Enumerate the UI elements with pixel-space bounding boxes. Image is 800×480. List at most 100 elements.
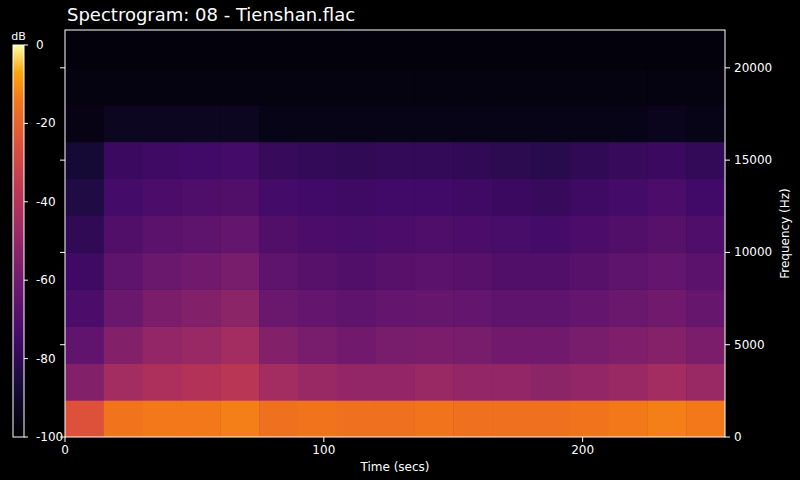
cell bbox=[609, 142, 648, 179]
cell bbox=[104, 105, 143, 142]
cell bbox=[181, 68, 220, 105]
cell bbox=[143, 216, 182, 253]
y-tick bbox=[60, 67, 65, 68]
cell bbox=[298, 30, 337, 68]
cell bbox=[259, 289, 298, 326]
cell bbox=[453, 179, 492, 216]
x-tick-label: 100 bbox=[312, 443, 335, 457]
cell bbox=[143, 179, 182, 216]
cell bbox=[531, 142, 570, 179]
x-tick bbox=[65, 437, 66, 442]
cell bbox=[453, 216, 492, 253]
cell bbox=[492, 400, 531, 437]
cell bbox=[259, 252, 298, 289]
cell bbox=[298, 105, 337, 142]
cell bbox=[143, 289, 182, 326]
cell bbox=[686, 179, 725, 216]
x-tick bbox=[323, 437, 324, 442]
cell bbox=[570, 363, 609, 400]
y-tick bbox=[60, 344, 65, 345]
cell bbox=[609, 289, 648, 326]
cell bbox=[609, 326, 648, 363]
cell bbox=[453, 289, 492, 326]
colorbar-tick-label: -20 bbox=[36, 116, 56, 130]
cell bbox=[181, 289, 220, 326]
cell bbox=[337, 179, 376, 216]
cell bbox=[220, 216, 259, 253]
cell bbox=[143, 105, 182, 142]
cell bbox=[686, 68, 725, 105]
cell bbox=[647, 30, 686, 68]
cell bbox=[570, 30, 609, 68]
cell bbox=[686, 30, 725, 68]
cell bbox=[376, 289, 415, 326]
cell bbox=[647, 326, 686, 363]
chart: 0100200Time (secs)05000100001500020000Fr… bbox=[0, 0, 800, 480]
cell bbox=[220, 142, 259, 179]
cell bbox=[337, 400, 376, 437]
cell bbox=[609, 105, 648, 142]
cell bbox=[376, 400, 415, 437]
y-tick-label: 5000 bbox=[734, 338, 765, 352]
y-tick-label: 15000 bbox=[734, 153, 772, 167]
cell bbox=[298, 68, 337, 105]
cell bbox=[414, 179, 453, 216]
cell bbox=[376, 68, 415, 105]
cell bbox=[686, 289, 725, 326]
cell bbox=[414, 326, 453, 363]
cell bbox=[65, 142, 104, 179]
cell bbox=[298, 252, 337, 289]
cell bbox=[259, 142, 298, 179]
cell bbox=[686, 252, 725, 289]
cell bbox=[492, 216, 531, 253]
cell bbox=[143, 30, 182, 68]
cell bbox=[104, 142, 143, 179]
cell bbox=[531, 363, 570, 400]
cell bbox=[492, 105, 531, 142]
cell bbox=[414, 252, 453, 289]
cell bbox=[104, 252, 143, 289]
colorbar-tick bbox=[24, 437, 28, 438]
cell bbox=[298, 289, 337, 326]
cell bbox=[181, 142, 220, 179]
cell bbox=[259, 326, 298, 363]
cell bbox=[181, 326, 220, 363]
x-tick-label: 200 bbox=[571, 443, 594, 457]
cell bbox=[220, 68, 259, 105]
frame bbox=[65, 30, 725, 437]
colorbar-tick-label: -40 bbox=[36, 195, 56, 209]
cell bbox=[609, 30, 648, 68]
cell bbox=[181, 30, 220, 68]
cell bbox=[143, 68, 182, 105]
cell bbox=[298, 363, 337, 400]
cell bbox=[570, 216, 609, 253]
cell bbox=[531, 179, 570, 216]
cell bbox=[570, 105, 609, 142]
cell bbox=[570, 252, 609, 289]
cell bbox=[104, 30, 143, 68]
cell bbox=[647, 179, 686, 216]
colorbar-tick-label: -80 bbox=[36, 352, 56, 366]
cell bbox=[298, 216, 337, 253]
cell bbox=[376, 179, 415, 216]
background bbox=[0, 0, 800, 480]
cell bbox=[609, 400, 648, 437]
cell bbox=[65, 68, 104, 105]
cell bbox=[298, 179, 337, 216]
cell bbox=[220, 30, 259, 68]
cell bbox=[531, 30, 570, 68]
cell bbox=[181, 216, 220, 253]
y-tick-label: 20000 bbox=[734, 61, 772, 75]
cell bbox=[337, 105, 376, 142]
cell bbox=[492, 363, 531, 400]
cell bbox=[65, 216, 104, 253]
cell bbox=[531, 216, 570, 253]
cell bbox=[259, 105, 298, 142]
cell bbox=[376, 216, 415, 253]
x-tick-label: 0 bbox=[61, 443, 69, 457]
cell bbox=[414, 400, 453, 437]
cell bbox=[337, 216, 376, 253]
colorbar-tick-label: -60 bbox=[36, 273, 56, 287]
cell bbox=[143, 252, 182, 289]
cell bbox=[453, 326, 492, 363]
